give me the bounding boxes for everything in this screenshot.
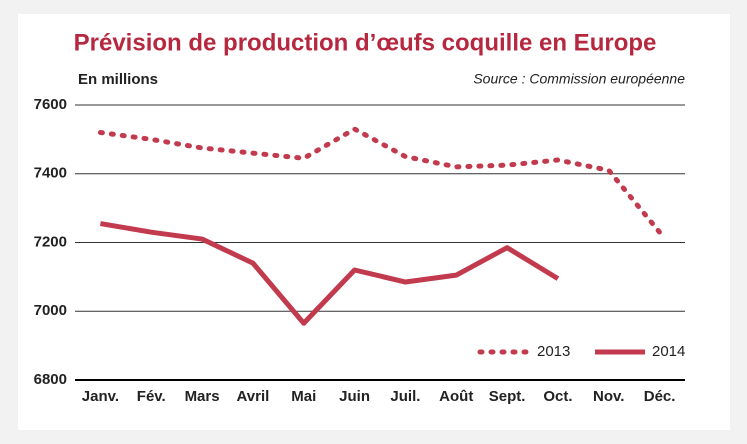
line-series [97, 126, 663, 235]
x-tick-label: Sept. [489, 388, 526, 405]
legend-label: 2013 [537, 343, 570, 360]
x-tick-label: Nov. [593, 388, 624, 405]
y-tick-label: 6800 [34, 371, 67, 388]
x-tick-label: Oct. [543, 388, 572, 405]
x-tick-label: Janv. [82, 388, 119, 405]
x-tick-label: Août [439, 388, 473, 405]
line-series [100, 221, 560, 326]
x-tick-label: Déc. [644, 388, 676, 405]
x-tick-label: Avril [237, 388, 270, 405]
legend-label: 2014 [652, 343, 685, 360]
chart-title: Prévision de production d’œufs coquille … [74, 29, 657, 56]
panel [18, 14, 730, 430]
x-tick-label: Juin [339, 388, 370, 405]
y-tick-label: 7200 [34, 233, 67, 250]
y-tick-label: 7000 [34, 302, 67, 319]
y-tick-label: 7400 [34, 165, 67, 182]
y-axis-label: En millions [78, 71, 158, 88]
y-tick-label: 7600 [34, 96, 67, 113]
x-tick-label: Mars [185, 388, 220, 405]
source: Source : Commission européenne [473, 71, 685, 87]
x-tick-label: Juil. [390, 388, 420, 405]
x-tick-label: Mai [291, 388, 316, 405]
x-tick-label: Fév. [137, 388, 166, 405]
